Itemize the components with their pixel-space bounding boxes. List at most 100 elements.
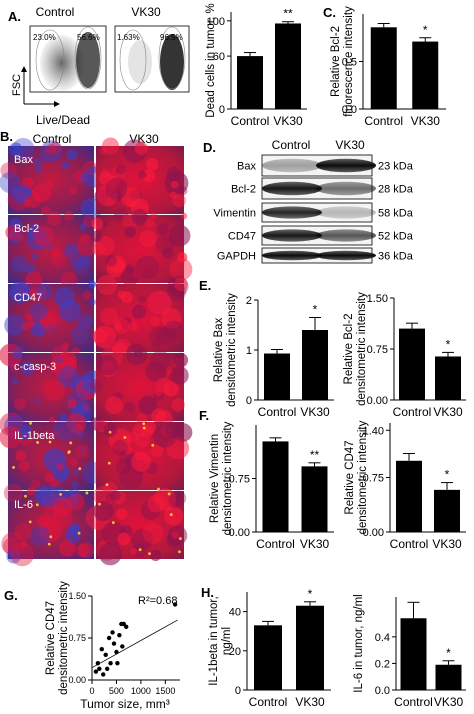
micrograph-row-label: c-casp-3 bbox=[14, 361, 56, 373]
fit-line bbox=[91, 619, 178, 669]
scatter-point bbox=[117, 633, 122, 638]
y-tick-label: 0 bbox=[219, 104, 225, 116]
y-tick-label: 0.4 bbox=[375, 632, 390, 644]
western-blot: Bax 23 kDa Bcl-2 28 kDa Vimentin 58 kDa CD47 52… bbox=[213, 154, 414, 264]
y-axis-label: densitometric intensity bbox=[222, 421, 234, 535]
x-category-label: Control bbox=[393, 405, 432, 419]
y-tick-label: 0.75 bbox=[229, 474, 250, 486]
y-axis-label: ng/ml bbox=[221, 627, 233, 655]
flow-gate-left-control: 23.0% bbox=[33, 33, 56, 42]
bar-control bbox=[237, 56, 263, 109]
blot-band-name: GAPDH bbox=[217, 251, 256, 263]
x-category-label: Control bbox=[231, 114, 270, 128]
bar-vk30 bbox=[301, 466, 328, 532]
x-category-label: Control bbox=[394, 695, 433, 709]
blot-band-size: 52 kDa bbox=[378, 231, 414, 243]
significance-marker: * bbox=[445, 468, 450, 482]
significance-marker: * bbox=[308, 587, 313, 601]
blot-band bbox=[316, 250, 376, 261]
scatter-point bbox=[104, 666, 110, 671]
panel-c-label: C. bbox=[323, 5, 336, 20]
blot-band bbox=[262, 181, 322, 196]
micrograph-control-1 bbox=[5, 210, 99, 289]
bar-vk30 bbox=[412, 41, 439, 109]
scatter-point bbox=[99, 647, 104, 652]
x-category-label: VK30 bbox=[434, 695, 464, 709]
r-squared-annotation: R²=0.68 bbox=[138, 595, 177, 607]
y-axis-label: densitometric intensity bbox=[356, 292, 368, 406]
blot-band bbox=[316, 206, 376, 219]
y-tick-label: 0.00 bbox=[367, 395, 388, 407]
y-tick-label: 1.50 bbox=[367, 293, 388, 305]
blot-band-name: Vimentin bbox=[213, 208, 256, 220]
scatter-point bbox=[110, 630, 115, 635]
blot-band-size: 36 kDa bbox=[378, 251, 414, 263]
x-category-label: VK30 bbox=[433, 405, 463, 419]
significance-marker: * bbox=[313, 303, 318, 317]
x-category-label: VK30 bbox=[295, 695, 325, 709]
chart-il1beta: 0 20 40 Control * VK30 IL-1beta in tumor, ng/ml bbox=[208, 587, 331, 709]
y-tick-label: 40 bbox=[229, 607, 241, 619]
significance-marker: * bbox=[446, 646, 451, 660]
y-axis-label: Relative CD47 bbox=[45, 601, 57, 675]
chart-bax-densitometry: 0 1 2 Control * VK30 Relative Bax densitometric… bbox=[213, 293, 334, 419]
y-tick-label: 0.5 bbox=[342, 57, 357, 69]
blot-col-vk30: VK30 bbox=[335, 138, 365, 152]
scatter-point bbox=[120, 644, 125, 649]
scatter-point bbox=[108, 661, 113, 666]
y-axis-label: Dead cells in tumor, % bbox=[205, 3, 217, 117]
micrograph-control-3 bbox=[0, 343, 105, 424]
bar-control bbox=[400, 618, 427, 690]
flow-gate-right-vk30: 96.5% bbox=[160, 33, 183, 42]
x-tick-label: 1000 bbox=[131, 686, 151, 696]
y-tick-label: 1.40 bbox=[363, 425, 384, 437]
y-tick-label: 0.00 bbox=[68, 675, 86, 685]
flow-gate-left-vk30: 1.63% bbox=[117, 33, 140, 42]
x-tick-label: 1500 bbox=[155, 686, 175, 696]
y-tick-label: 20 bbox=[229, 646, 241, 658]
flow-axis-x-label: Live/Dead bbox=[36, 113, 90, 127]
blot-band-name: CD47 bbox=[228, 231, 256, 243]
flow-plot-control: Control 23.0% 56.6% bbox=[29, 5, 107, 93]
flow-plot-vk30: VK30 1.63% 96.5% bbox=[114, 5, 190, 93]
x-category-label: Control bbox=[256, 537, 295, 551]
scatter-point bbox=[95, 661, 101, 666]
blot-band bbox=[262, 206, 322, 219]
bar-control bbox=[254, 625, 282, 690]
blot-band bbox=[262, 250, 322, 261]
scatter-point bbox=[115, 661, 120, 666]
scatter-point bbox=[124, 624, 129, 629]
x-tick-label: 0 bbox=[89, 686, 94, 696]
y-tick-label: 0.0 bbox=[375, 685, 390, 697]
blot-band-size: 58 kDa bbox=[378, 208, 414, 220]
blot-band-name: Bcl-2 bbox=[231, 184, 256, 196]
flow-gate-right-control: 56.6% bbox=[77, 33, 100, 42]
bar-vk30 bbox=[435, 356, 461, 400]
bar-vk30 bbox=[434, 489, 460, 532]
y-tick-label: 1 bbox=[246, 345, 252, 357]
micrograph-vk30-1 bbox=[90, 207, 193, 286]
panel-a-label: A. bbox=[8, 9, 21, 24]
y-axis-label: IL-6 in tumor, ng/ml bbox=[353, 594, 365, 692]
bar-control bbox=[262, 441, 289, 532]
y-tick-label: 0.75 bbox=[363, 473, 384, 485]
micrograph-control-5 bbox=[1, 483, 95, 567]
y-tick-label: 0.75 bbox=[367, 344, 388, 356]
bar-control bbox=[264, 353, 290, 400]
micrograph-row-label: Bcl-2 bbox=[14, 223, 39, 235]
x-category-label: VK30 bbox=[411, 114, 441, 128]
blot-band bbox=[262, 158, 322, 173]
y-tick-label: 0.00 bbox=[229, 527, 250, 539]
chart-il6: 0.0 0.2 0.4 Control * VK30 IL-6 in tumor, ng/m… bbox=[353, 594, 466, 709]
scatter-point bbox=[93, 669, 99, 674]
scale-bar-label: 100 μm bbox=[152, 566, 176, 573]
blot-band-name: Bax bbox=[237, 161, 256, 173]
bar-control bbox=[396, 460, 422, 532]
x-category-label: Control bbox=[258, 405, 297, 419]
panel-f-label: F. bbox=[199, 408, 209, 423]
y-axis-label: densitometric intensity bbox=[357, 420, 369, 534]
x-category-label: VK30 bbox=[300, 405, 330, 419]
y-tick-label: 0 bbox=[246, 395, 252, 407]
micrograph-vk30-4 bbox=[90, 417, 193, 497]
y-tick-label: 0.75 bbox=[68, 633, 86, 643]
